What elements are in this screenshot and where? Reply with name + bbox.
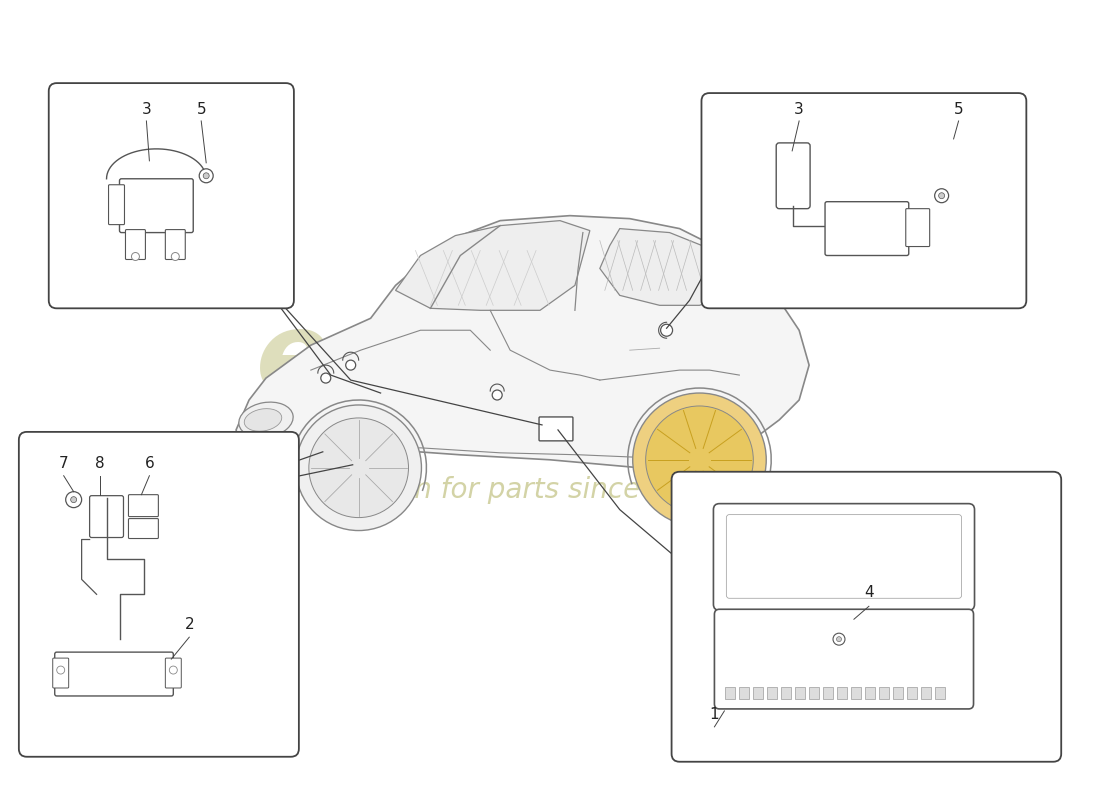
Circle shape — [296, 405, 421, 530]
Circle shape — [492, 390, 503, 400]
Bar — [935, 687, 945, 699]
FancyBboxPatch shape — [19, 432, 299, 757]
FancyBboxPatch shape — [129, 518, 158, 538]
FancyBboxPatch shape — [702, 93, 1026, 308]
FancyBboxPatch shape — [726, 514, 961, 598]
FancyBboxPatch shape — [714, 504, 975, 610]
Bar — [781, 687, 791, 699]
Circle shape — [169, 666, 177, 674]
Bar — [767, 687, 778, 699]
Circle shape — [646, 406, 754, 514]
FancyBboxPatch shape — [825, 202, 909, 255]
Circle shape — [661, 324, 672, 336]
Circle shape — [70, 497, 77, 502]
Bar — [865, 687, 874, 699]
Bar — [851, 687, 861, 699]
FancyBboxPatch shape — [89, 496, 123, 538]
Circle shape — [935, 189, 948, 202]
Text: 3: 3 — [142, 102, 152, 117]
Circle shape — [309, 418, 408, 518]
FancyBboxPatch shape — [125, 230, 145, 259]
FancyBboxPatch shape — [53, 658, 68, 688]
Text: 8: 8 — [95, 456, 104, 470]
FancyBboxPatch shape — [48, 83, 294, 308]
Text: 5: 5 — [954, 102, 964, 117]
Bar — [879, 687, 889, 699]
Text: 7: 7 — [59, 456, 68, 470]
Text: 5: 5 — [197, 102, 206, 117]
Circle shape — [833, 633, 845, 645]
Bar — [754, 687, 763, 699]
Ellipse shape — [244, 409, 282, 431]
Polygon shape — [236, 216, 810, 510]
FancyBboxPatch shape — [777, 143, 810, 209]
Bar — [725, 687, 736, 699]
Bar — [810, 687, 820, 699]
Circle shape — [66, 492, 81, 508]
Circle shape — [57, 666, 65, 674]
FancyBboxPatch shape — [165, 230, 185, 259]
Circle shape — [132, 253, 140, 261]
Circle shape — [172, 253, 179, 261]
Text: a passion for parts since 1985: a passion for parts since 1985 — [300, 476, 720, 504]
Bar — [893, 687, 903, 699]
Text: 2: 2 — [185, 618, 194, 632]
Circle shape — [199, 169, 213, 182]
Polygon shape — [396, 221, 590, 310]
Ellipse shape — [239, 402, 293, 438]
FancyBboxPatch shape — [714, 610, 974, 709]
FancyBboxPatch shape — [672, 472, 1062, 762]
Circle shape — [938, 193, 945, 198]
Circle shape — [632, 393, 767, 526]
FancyBboxPatch shape — [129, 494, 158, 517]
Circle shape — [836, 637, 842, 642]
Text: 6: 6 — [144, 456, 154, 470]
FancyBboxPatch shape — [165, 658, 182, 688]
FancyBboxPatch shape — [120, 178, 194, 233]
Bar — [739, 687, 749, 699]
Bar — [906, 687, 916, 699]
FancyBboxPatch shape — [109, 185, 124, 225]
Text: 4: 4 — [865, 586, 873, 600]
Bar — [837, 687, 847, 699]
Circle shape — [345, 360, 355, 370]
FancyBboxPatch shape — [539, 417, 573, 441]
Bar — [795, 687, 805, 699]
FancyBboxPatch shape — [55, 652, 174, 696]
Text: 1: 1 — [710, 707, 719, 722]
Text: eurocars: eurocars — [256, 306, 804, 414]
Text: 3: 3 — [794, 102, 804, 117]
Polygon shape — [600, 229, 739, 306]
Circle shape — [204, 173, 209, 178]
Bar — [921, 687, 931, 699]
Ellipse shape — [232, 438, 279, 492]
FancyBboxPatch shape — [905, 209, 930, 246]
Circle shape — [321, 373, 331, 383]
Bar — [823, 687, 833, 699]
